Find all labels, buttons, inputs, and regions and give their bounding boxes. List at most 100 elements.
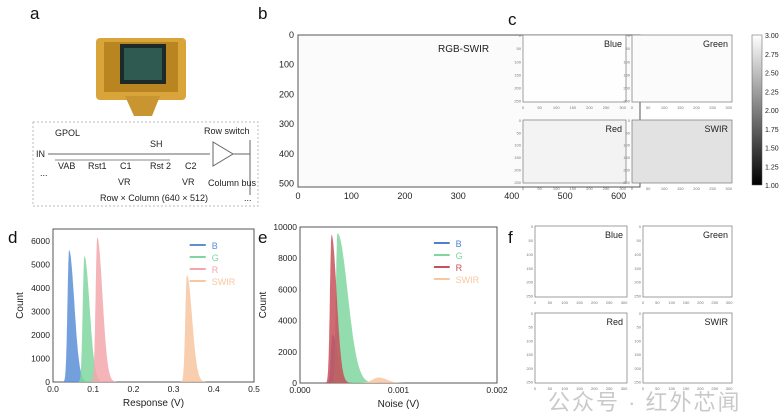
colorbar: 3.00 2.75 2.50 2.25 2.00 1.75 1.50 1.25 1.00 [751, 33, 779, 190]
x-tick-label: 0 [642, 386, 645, 391]
x-tick-label: 0.4 [208, 384, 220, 394]
y-tick-label: 6000 [278, 284, 297, 294]
legend-label-r: R [456, 263, 463, 273]
x-tick-label: 300 [619, 105, 626, 110]
x-tick-label: 250 [711, 300, 718, 305]
map-panel-title: Green [703, 39, 728, 49]
y-tick-label: 300 [279, 119, 294, 129]
x-tick-label: 0.002 [486, 385, 508, 395]
panel-b-title: RGB-SWIR [438, 44, 489, 55]
colorbar-tick-label: 1.25 [765, 164, 779, 171]
y-tick-label: 50 [517, 130, 522, 135]
y-tick-label: 50 [626, 130, 631, 135]
x-tick-label: 200 [697, 300, 704, 305]
histogram-swir [339, 377, 427, 383]
x-tick-label: 50 [548, 300, 553, 305]
x-tick-label: 0.0 [47, 384, 59, 394]
x-tick-label: 50 [646, 186, 651, 191]
map-panel-title: SWIR [705, 317, 729, 327]
x-tick-label: 100 [668, 386, 675, 391]
legend-label-swir: SWIR [212, 277, 236, 287]
x-tick-label: 200 [693, 105, 700, 110]
x-tick-label: 250 [709, 105, 716, 110]
histogram-g [74, 256, 115, 382]
x-tick-label: 150 [569, 186, 576, 191]
y-tick-label: 4000 [31, 283, 50, 293]
x-tick-label: 250 [606, 300, 613, 305]
x-axis-label: Response (V) [123, 398, 184, 409]
y-tick-label: 400 [279, 149, 294, 159]
label-vr-2: VR [182, 177, 195, 187]
colorbar-tick-label: 3.00 [765, 33, 779, 40]
y-tick-label: 100 [526, 252, 533, 257]
legend-label-g: G [456, 251, 463, 261]
y-tick-label: 100 [634, 252, 641, 257]
y-axis-label: Count [15, 292, 26, 319]
x-tick-label: 300 [726, 300, 733, 305]
x-tick-label: 200 [697, 386, 704, 391]
y-tick-label: 200 [634, 366, 641, 371]
x-tick-label: 200 [693, 186, 700, 191]
map-panel-green [631, 34, 733, 103]
x-tick-label: 250 [606, 386, 613, 391]
map-panel-title: Green [703, 230, 728, 240]
panel-label-f: f [508, 228, 513, 247]
panel-label-a: a [30, 4, 40, 23]
y-tick-label: 150 [634, 266, 641, 271]
map-panel-title: Blue [605, 230, 623, 240]
y-tick-label: 250 [634, 380, 641, 385]
map-panel-green [642, 225, 733, 298]
y-tick-label: 100 [514, 143, 521, 148]
y-tick-label: 100 [514, 59, 521, 64]
legend-label-r: R [212, 265, 219, 275]
x-tick-label: 250 [603, 186, 610, 191]
y-tick-label: 200 [634, 280, 641, 285]
map-panel-red [534, 312, 628, 384]
y-tick-label: 200 [514, 167, 521, 172]
x-tick-label: 150 [677, 105, 684, 110]
y-tick-label: 50 [529, 238, 534, 243]
map-panel-swir [642, 312, 733, 384]
y-tick-label: 0 [519, 33, 522, 38]
y-tick-label: 150 [623, 72, 630, 77]
y-tick-label: 250 [623, 99, 630, 104]
label-vr-1: VR [118, 177, 131, 187]
label-ellipsis-right: ... [244, 193, 252, 203]
y-tick-label: 50 [637, 238, 642, 243]
y-tick-label: 100 [634, 338, 641, 343]
y-tick-label: 10000 [273, 222, 297, 232]
y-tick-label: 0 [45, 377, 50, 387]
watermark: 公众号 · 红外芯闻 [548, 390, 742, 415]
y-tick-label: 250 [623, 180, 630, 185]
label-sh: SH [150, 139, 163, 149]
x-tick-label: 50 [655, 300, 660, 305]
y-tick-label: 150 [514, 72, 521, 77]
map-panel-title: Red [605, 124, 622, 134]
y-tick-label: 250 [526, 294, 533, 299]
y-tick-label: 6000 [31, 236, 50, 246]
y-tick-label: 100 [623, 143, 630, 148]
y-tick-label: 50 [637, 325, 642, 330]
x-tick-label: 150 [569, 105, 576, 110]
x-tick-label: 400 [504, 191, 519, 201]
label-c2: C2 [185, 161, 197, 171]
y-tick-label: 5000 [31, 259, 50, 269]
y-tick-label: 250 [634, 294, 641, 299]
colorbar-tick-label: 1.00 [765, 183, 779, 190]
x-tick-label: 250 [709, 186, 716, 191]
colorbar-tick-label: 1.50 [765, 146, 779, 153]
y-tick-label: 0 [531, 311, 534, 316]
y-tick-label: 200 [279, 89, 294, 99]
x-tick-label: 0.3 [168, 384, 180, 394]
plot-frame [52, 228, 255, 383]
histogram-b [59, 250, 100, 382]
y-tick-label: 150 [514, 155, 521, 160]
x-tick-label: 200 [397, 191, 412, 201]
y-tick-label: 1000 [31, 353, 50, 363]
y-tick-label: 150 [623, 155, 630, 160]
x-tick-label: 100 [661, 186, 668, 191]
colorbar-tick-label: 2.00 [765, 108, 779, 115]
panel-label-b: b [258, 4, 268, 23]
histogram-swir [176, 274, 218, 382]
